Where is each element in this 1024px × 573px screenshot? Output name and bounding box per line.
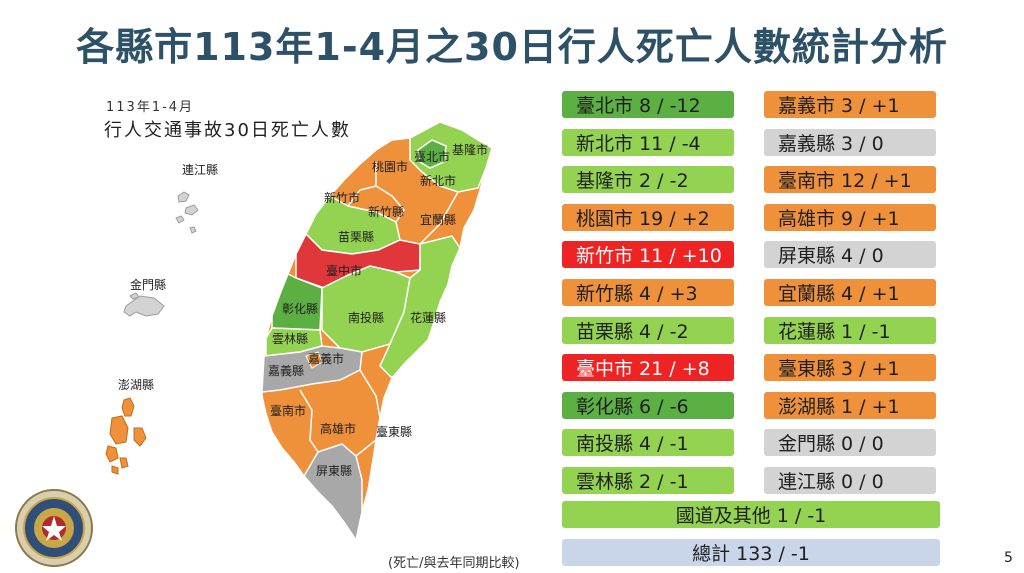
map-label-hsinchu-county: 新竹縣 <box>368 205 405 219</box>
county-row: 連江縣 0 / 0 <box>764 467 936 494</box>
map-label-miaoli: 苗栗縣 <box>338 230 375 244</box>
county-row: 臺南市 12 / +1 <box>764 166 936 194</box>
map-caption: 行人交通事故30日死亡人數 <box>104 120 351 141</box>
map-label-penghu: 澎湖縣 <box>118 378 155 392</box>
county-row: 高雄市 9 / +1 <box>764 203 936 231</box>
other-highways-row: 國道及其他 1 / -1 <box>562 501 940 528</box>
map-label-taichung: 臺中市 <box>326 264 363 278</box>
period-label: 113年1-4月 <box>106 100 195 115</box>
map-label-nantou: 南投縣 <box>348 311 385 325</box>
map-label-yunlin: 雲林縣 <box>272 332 309 346</box>
county-row: 嘉義市 3 / +1 <box>764 91 936 118</box>
map-label-hsinchu-city: 新竹市 <box>324 191 361 205</box>
map-label-changhua: 彰化縣 <box>282 302 319 316</box>
county-row: 臺東縣 3 / +1 <box>764 354 936 382</box>
map-label-chiayi-city: 嘉義市 <box>308 352 345 366</box>
lienchiang-islands <box>175 191 199 234</box>
map-label-taitung: 臺東縣 <box>376 425 413 439</box>
county-row: 彰化縣 6 / -6 <box>562 391 734 419</box>
county-row: 金門縣 0 / 0 <box>764 429 936 457</box>
map-label-taoyuan: 桃園市 <box>372 160 409 174</box>
region-hualien <box>379 235 461 380</box>
region-taipei <box>417 139 447 169</box>
page-title: 各縣市113年1-4月之30日行人死亡人數統計分析 <box>76 25 948 69</box>
map-label-pingtung: 屏東縣 <box>316 464 353 478</box>
county-row: 桃園市 19 / +2 <box>562 203 734 231</box>
map-label-chiayi-county: 嘉義縣 <box>268 364 305 378</box>
county-row: 花蓮縣 1 / -1 <box>764 316 936 344</box>
penghu-islands <box>105 397 147 475</box>
map-label-hualien: 花蓮縣 <box>410 311 447 325</box>
map-label-tainan: 臺南市 <box>270 404 307 418</box>
county-row: 新竹縣 4 / +3 <box>562 279 734 306</box>
county-row: 嘉義縣 3 / 0 <box>764 128 936 156</box>
county-row: 澎湖縣 1 / +1 <box>764 391 936 419</box>
county-row: 基隆市 2 / -2 <box>562 166 734 194</box>
map-label-kaohsiung: 高雄市 <box>320 422 357 436</box>
map-label-taipei: 臺北市 <box>414 150 451 164</box>
police-emblem-icon <box>15 489 93 567</box>
county-row: 新北市 11 / -4 <box>562 128 734 156</box>
county-row: 臺北市 8 / -12 <box>562 91 734 118</box>
county-row: 臺中市 21 / +8 <box>562 354 734 382</box>
county-row: 屏東縣 4 / 0 <box>764 241 936 269</box>
region-pingtung <box>303 443 363 542</box>
page-number: 5 <box>1004 550 1013 566</box>
comparison-note: (死亡/與去年同期比較) <box>388 556 520 571</box>
county-row: 新竹市 11 / +10 <box>562 241 734 269</box>
map-label-kinmen: 金門縣 <box>130 278 167 292</box>
county-row: 雲林縣 2 / -1 <box>562 467 734 494</box>
kinmen-islands <box>123 292 165 317</box>
map-label-yilan: 宜蘭縣 <box>420 213 457 227</box>
map-label-new-taipei: 新北市 <box>420 174 457 188</box>
county-row: 南投縣 4 / -1 <box>562 429 734 457</box>
county-row: 苗栗縣 4 / -2 <box>562 316 734 344</box>
map-label-lienchiang: 連江縣 <box>182 163 219 177</box>
region-new-taipei <box>409 121 493 193</box>
map-label-keelung: 基隆市 <box>452 143 489 157</box>
region-chiayi-city <box>305 351 323 369</box>
county-row: 宜蘭縣 4 / +1 <box>764 279 936 306</box>
total-row: 總計 133 / -1 <box>562 539 940 566</box>
